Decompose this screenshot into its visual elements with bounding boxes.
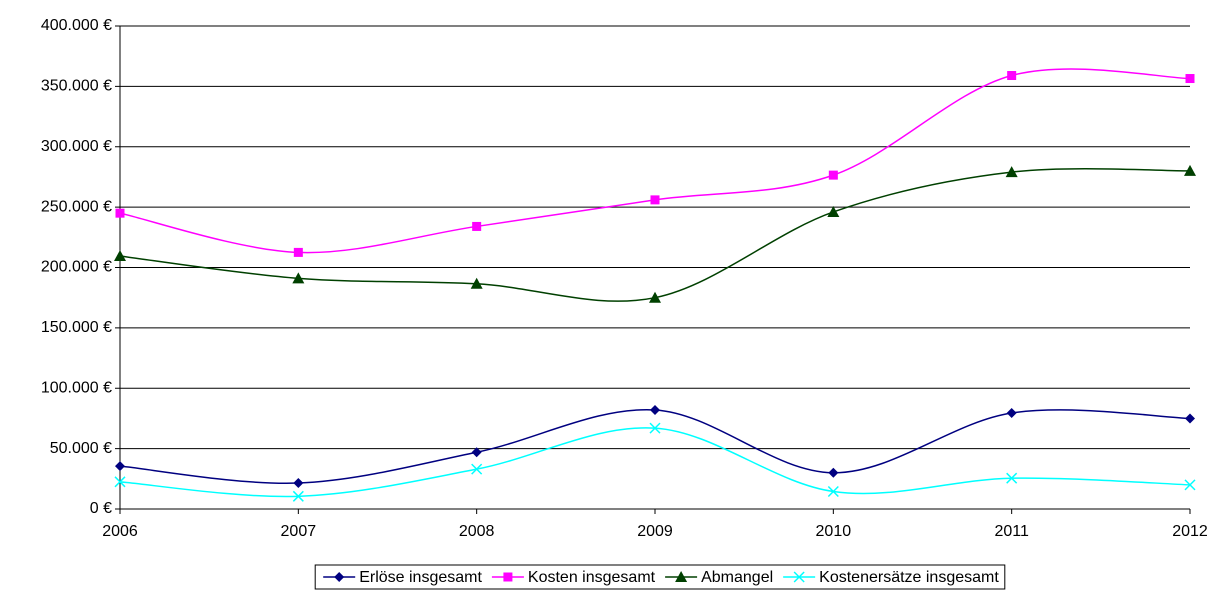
data-point	[1006, 472, 1018, 484]
legend-label: Kosten insgesamt	[528, 569, 656, 586]
y-tick-label: 350.000 €	[41, 78, 112, 95]
data-point	[1007, 71, 1017, 81]
data-point	[649, 291, 661, 303]
y-tick-label: 400.000 €	[41, 17, 112, 34]
legend-box	[314, 564, 1006, 590]
legend-marker	[675, 571, 688, 582]
legend-label: Abmangel	[701, 569, 773, 586]
data-point	[471, 463, 483, 475]
data-point	[470, 277, 483, 289]
legend: Erlöse insgesamt Kosten insgesamt Abmangel…	[314, 564, 1006, 590]
x-tick-label: 2006	[102, 523, 138, 540]
x-tick-label: 2011	[994, 523, 1029, 540]
data-point	[650, 195, 660, 205]
series-line	[119, 68, 1191, 254]
x-tick-label: 2008	[459, 523, 495, 540]
y-tick-label: 100.000 €	[41, 379, 112, 396]
data-point	[1185, 413, 1195, 424]
x-tick-label: 2012	[1172, 523, 1208, 540]
data-point	[292, 272, 305, 284]
data-point	[292, 490, 304, 502]
data-point	[1006, 408, 1017, 419]
data-point	[293, 247, 303, 257]
data-point	[827, 485, 839, 498]
data-point	[650, 404, 660, 415]
y-tick-label: 300.000 €	[41, 138, 112, 155]
data-point	[827, 205, 840, 217]
x-tick-label: 2009	[637, 523, 673, 540]
data-point	[1185, 74, 1195, 84]
legend-marker	[503, 572, 513, 582]
data-point	[115, 461, 125, 472]
data-point	[649, 422, 661, 434]
data-point	[1005, 166, 1018, 178]
data-point	[828, 170, 838, 180]
data-point	[471, 447, 482, 458]
y-tick-label: 50.000 €	[50, 440, 112, 457]
series-line	[119, 409, 1191, 485]
data-point	[114, 250, 126, 262]
series-line	[119, 427, 1191, 498]
legend-marker	[334, 572, 345, 582]
y-tick-label: 250.000 €	[41, 198, 112, 215]
data-point	[828, 467, 839, 478]
data-point	[1184, 479, 1196, 491]
y-tick-label: 150.000 €	[41, 319, 112, 336]
data-point	[115, 208, 125, 218]
legend-label: Erlöse insgesamt	[359, 569, 482, 586]
series-line	[119, 168, 1191, 302]
data-point	[293, 478, 304, 489]
x-tick-label: 2007	[281, 523, 317, 540]
y-tick-label: 0 €	[90, 500, 112, 517]
legend-label: Kostenersätze insgesamt	[819, 569, 999, 586]
data-point	[472, 221, 482, 231]
data-point	[1184, 164, 1196, 176]
y-tick-label: 200.000 €	[41, 259, 112, 276]
x-tick-label: 2010	[816, 523, 852, 540]
data-point	[114, 476, 126, 488]
legend-marker	[793, 571, 805, 583]
